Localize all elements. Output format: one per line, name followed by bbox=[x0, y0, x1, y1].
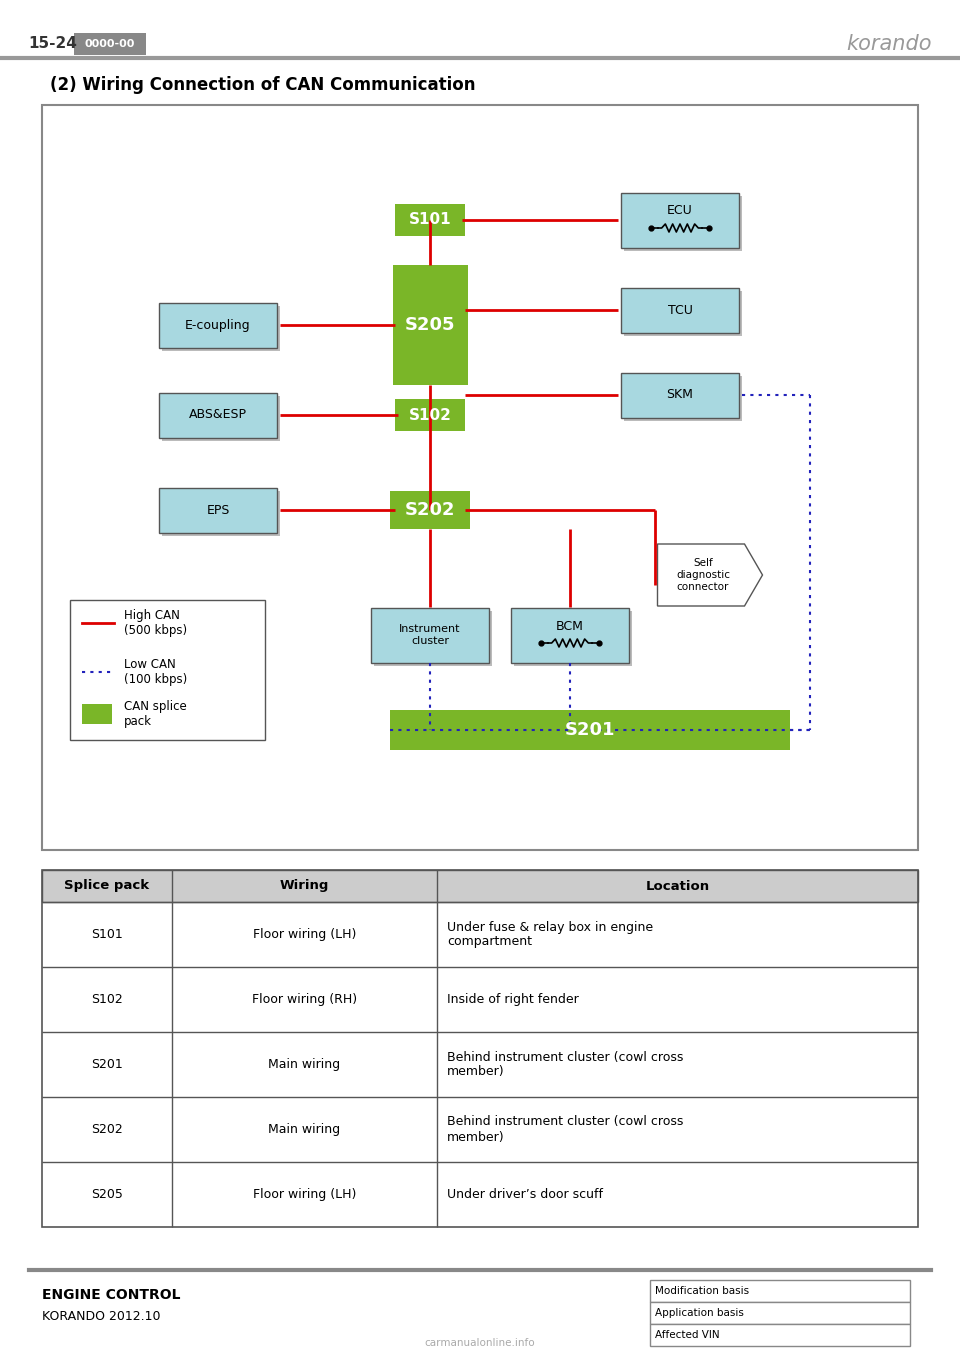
FancyBboxPatch shape bbox=[159, 488, 277, 532]
Text: Affected VIN: Affected VIN bbox=[655, 1329, 720, 1340]
Text: Under driver’s door scuff: Under driver’s door scuff bbox=[447, 1188, 603, 1200]
Text: SKM: SKM bbox=[666, 388, 693, 402]
FancyBboxPatch shape bbox=[82, 703, 112, 724]
Text: E-coupling: E-coupling bbox=[185, 319, 251, 331]
FancyBboxPatch shape bbox=[650, 1324, 910, 1346]
FancyBboxPatch shape bbox=[42, 870, 918, 902]
FancyBboxPatch shape bbox=[511, 607, 629, 663]
Text: ENGINE CONTROL: ENGINE CONTROL bbox=[42, 1287, 180, 1302]
Text: S102: S102 bbox=[409, 407, 451, 422]
FancyBboxPatch shape bbox=[390, 492, 470, 530]
Polygon shape bbox=[658, 545, 762, 606]
FancyBboxPatch shape bbox=[650, 1281, 910, 1302]
FancyBboxPatch shape bbox=[162, 490, 280, 535]
FancyBboxPatch shape bbox=[159, 303, 277, 348]
Text: S201: S201 bbox=[564, 721, 615, 739]
FancyBboxPatch shape bbox=[621, 288, 739, 333]
Text: KORANDO 2012.10: KORANDO 2012.10 bbox=[42, 1310, 160, 1323]
FancyBboxPatch shape bbox=[624, 291, 742, 335]
Text: Main wiring: Main wiring bbox=[269, 1058, 341, 1071]
Text: Floor wiring (LH): Floor wiring (LH) bbox=[252, 928, 356, 941]
FancyBboxPatch shape bbox=[395, 204, 465, 236]
FancyBboxPatch shape bbox=[514, 611, 632, 665]
FancyBboxPatch shape bbox=[162, 395, 280, 440]
Text: S102: S102 bbox=[91, 993, 123, 1006]
Text: 15-24: 15-24 bbox=[28, 37, 77, 52]
Text: Application basis: Application basis bbox=[655, 1308, 744, 1319]
FancyBboxPatch shape bbox=[393, 265, 468, 386]
FancyBboxPatch shape bbox=[74, 33, 146, 56]
Text: Floor wiring (RH): Floor wiring (RH) bbox=[252, 993, 357, 1006]
FancyBboxPatch shape bbox=[371, 607, 489, 663]
Text: Under fuse & relay box in engine
compartment: Under fuse & relay box in engine compart… bbox=[447, 921, 653, 948]
Text: CAN splice
pack: CAN splice pack bbox=[124, 699, 187, 728]
Text: Inside of right fender: Inside of right fender bbox=[447, 993, 579, 1006]
FancyBboxPatch shape bbox=[42, 105, 918, 850]
FancyBboxPatch shape bbox=[621, 372, 739, 417]
FancyBboxPatch shape bbox=[621, 193, 739, 247]
Text: 0000-00: 0000-00 bbox=[84, 39, 135, 49]
Text: ABS&ESP: ABS&ESP bbox=[189, 409, 247, 421]
Text: Main wiring: Main wiring bbox=[269, 1123, 341, 1137]
FancyBboxPatch shape bbox=[624, 196, 742, 250]
FancyBboxPatch shape bbox=[650, 1302, 910, 1324]
Text: (2) Wiring Connection of CAN Communication: (2) Wiring Connection of CAN Communicati… bbox=[50, 76, 475, 94]
FancyBboxPatch shape bbox=[624, 376, 742, 421]
Text: Self
diagnostic
connector: Self diagnostic connector bbox=[676, 558, 730, 592]
Text: S201: S201 bbox=[91, 1058, 123, 1071]
Text: Low CAN
(100 kbps): Low CAN (100 kbps) bbox=[124, 659, 187, 686]
Text: Behind instrument cluster (cowl cross
member): Behind instrument cluster (cowl cross me… bbox=[447, 1115, 684, 1143]
FancyBboxPatch shape bbox=[395, 399, 465, 430]
Text: Behind instrument cluster (cowl cross
member): Behind instrument cluster (cowl cross me… bbox=[447, 1051, 684, 1078]
Text: Instrument
cluster: Instrument cluster bbox=[399, 625, 461, 646]
Text: carmanualonline.info: carmanualonline.info bbox=[424, 1338, 536, 1348]
Text: Location: Location bbox=[645, 880, 709, 892]
Text: High CAN
(500 kbps): High CAN (500 kbps) bbox=[124, 608, 187, 637]
Text: Floor wiring (LH): Floor wiring (LH) bbox=[252, 1188, 356, 1200]
Text: S202: S202 bbox=[405, 501, 455, 519]
FancyBboxPatch shape bbox=[374, 611, 492, 665]
Text: Modification basis: Modification basis bbox=[655, 1286, 749, 1296]
FancyBboxPatch shape bbox=[159, 392, 277, 437]
Text: korando: korando bbox=[847, 34, 932, 54]
FancyBboxPatch shape bbox=[390, 710, 790, 750]
Text: S205: S205 bbox=[91, 1188, 123, 1200]
Text: Splice pack: Splice pack bbox=[64, 880, 150, 892]
Text: S205: S205 bbox=[405, 316, 455, 334]
Text: BCM: BCM bbox=[556, 619, 584, 633]
FancyBboxPatch shape bbox=[162, 306, 280, 350]
Text: TCU: TCU bbox=[667, 303, 692, 316]
Text: EPS: EPS bbox=[206, 504, 229, 516]
Text: ECU: ECU bbox=[667, 205, 693, 217]
Text: S101: S101 bbox=[409, 212, 451, 228]
Text: Wiring: Wiring bbox=[279, 880, 329, 892]
FancyBboxPatch shape bbox=[70, 600, 265, 740]
Text: S202: S202 bbox=[91, 1123, 123, 1137]
Text: S101: S101 bbox=[91, 928, 123, 941]
